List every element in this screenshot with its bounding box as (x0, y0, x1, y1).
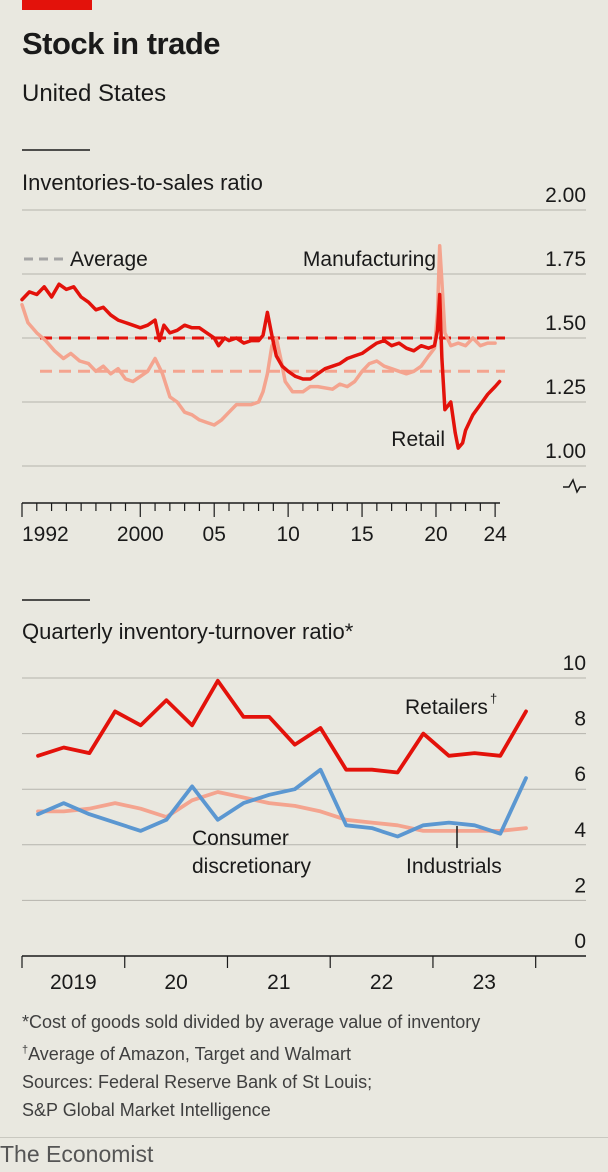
chart2-ytick-label: 2 (574, 874, 586, 897)
chart1-ytick-label: 2.00 (545, 184, 586, 207)
chart-title: Stock in trade (22, 26, 221, 61)
brand-red-tag (22, 0, 92, 10)
footnotes: *Cost of goods sold divided by average v… (22, 1008, 480, 1068)
chart1-x-tick-label: 10 (276, 523, 299, 546)
legend-average-label: Average (70, 248, 148, 271)
chart2-label-retailers-dagger: † (490, 691, 497, 706)
chart2-x-tick-label: 23 (473, 971, 496, 994)
chart2-x-tick-label: 20 (164, 971, 187, 994)
sources: Sources: Federal Reserve Bank of St Loui… (22, 1068, 372, 1124)
chart1-ytick-label: 1.25 (545, 376, 586, 399)
chart1-x-tick-label: 05 (203, 523, 226, 546)
chart1-ytick-label: 1.75 (545, 248, 586, 271)
chart1-ytick-label: 1.00 (545, 440, 586, 463)
chart2-x-tick-label: 21 (267, 971, 290, 994)
chart1-x-tick-label: 1992 (22, 523, 69, 546)
sources-line-2: S&P Global Market Intelligence (22, 1100, 271, 1120)
footnote-retailers-text: Average of Amazon, Target and Walmart (28, 1044, 351, 1064)
chart2-ytick-label: 8 (574, 708, 586, 731)
chart1-title: Inventories-to-sales ratio (22, 170, 263, 195)
chart2-label-industrials: Industrials (406, 855, 502, 878)
sources-line-1: Sources: Federal Reserve Bank of St Loui… (22, 1072, 373, 1092)
brand-divider (0, 1137, 608, 1138)
chart1-x-tick-label: 2000 (117, 523, 164, 546)
brand-name: The Economist (0, 1141, 154, 1167)
chart1-x-tick-label: 24 (483, 523, 507, 546)
chart2-ytick-label: 6 (574, 763, 586, 786)
chart2-series-retailers (36, 678, 528, 775)
chart2-label-retailers: Retailers (405, 696, 488, 719)
chart2-ytick-label: 0 (574, 930, 586, 953)
chart2-series-industrials (36, 790, 528, 833)
chart1-annotation-retail: Retail (391, 428, 445, 451)
chart-subtitle: United States (22, 80, 167, 107)
chart2-label-consumer-line2: discretionary (192, 855, 312, 878)
footnote-cost: *Cost of goods sold divided by average v… (22, 1012, 481, 1032)
chart1-series-manufacturing (20, 244, 497, 427)
chart2-x-tick-label: 2019 (50, 971, 97, 994)
chart2-ytick-label: 4 (574, 819, 586, 842)
chart2-series-consumer-discretionary (36, 767, 528, 839)
chart2-x-tick-label: 22 (370, 971, 393, 994)
chart1-annotation-manufacturing: Manufacturing (303, 248, 436, 271)
charts-canvas: Inventories-to-sales ratio 2.00 1.75 1.50 1.… (20, 149, 586, 994)
chart1-x-tick-label: 20 (424, 523, 447, 546)
chart1-ytick-label: 1.50 (545, 312, 586, 335)
dagger-mark: † (22, 1044, 29, 1056)
chart1-x-tick-label: 15 (350, 523, 373, 546)
chart2-label-consumer-line1: Consumer (192, 827, 289, 850)
chart1-axis-break-icon (563, 478, 586, 494)
chart1-series-retail (20, 282, 502, 450)
footnote-retailers: †Average of Amazon, Target and Walmart (22, 1036, 480, 1068)
chart2-title: Quarterly inventory-turnover ratio* (22, 619, 354, 644)
chart2-ytick-label: 10 (563, 652, 586, 675)
